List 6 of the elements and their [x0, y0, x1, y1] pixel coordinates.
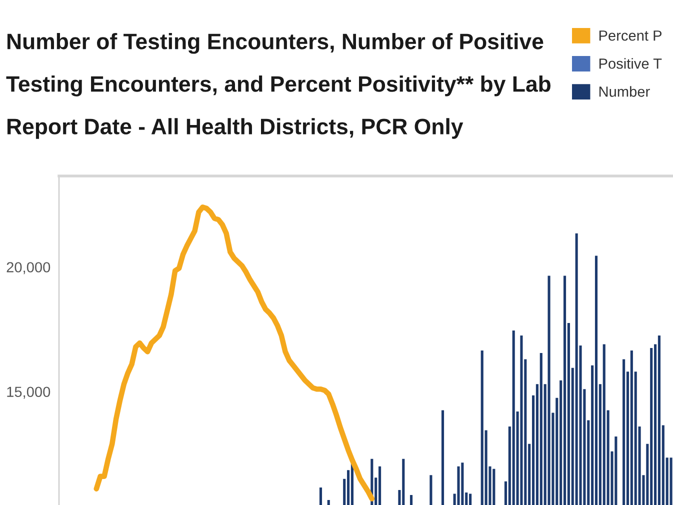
- chart-title: Number of Testing Encounters, Number of Positive Testing Encounters, and Percent Positivity** by Lab Report Date - All Health Districts, PCR Only: [6, 33, 550, 139]
- legend-label: Percent P: [599, 30, 662, 41]
- y-tick-label: 15,000: [7, 386, 50, 399]
- legend-label: Number: [599, 86, 650, 97]
- y-tick-label: 20,000: [6, 262, 50, 274]
- legend-label: Positive T: [599, 58, 662, 69]
